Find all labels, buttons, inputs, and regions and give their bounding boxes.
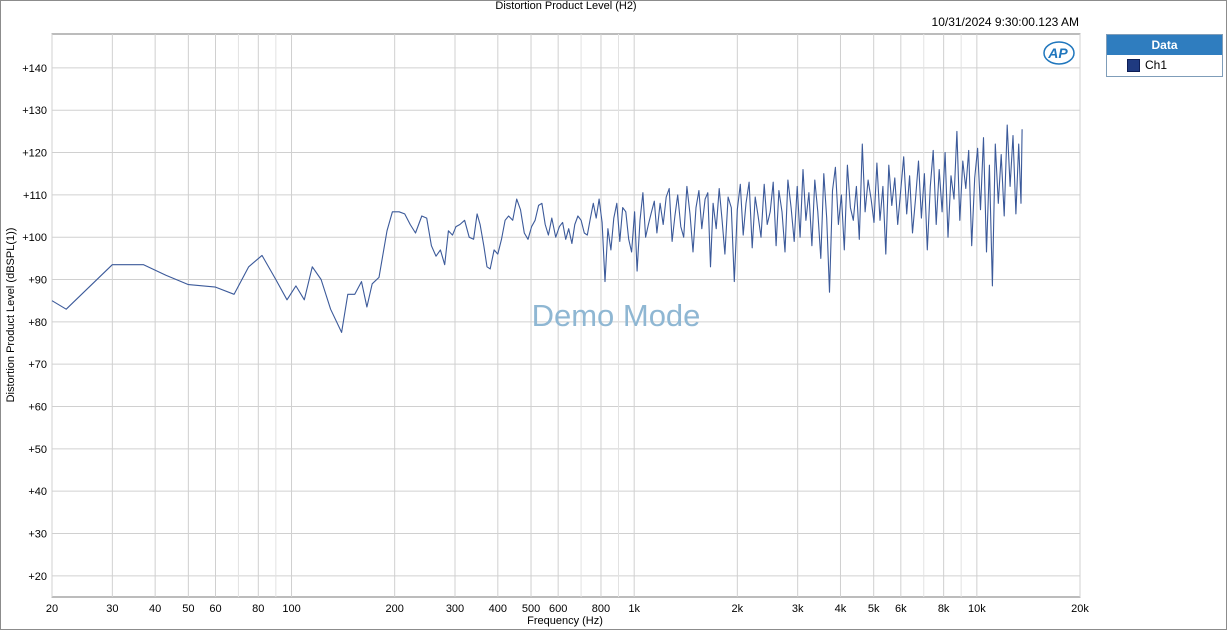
x-tick-label: 30	[106, 603, 118, 615]
x-tick-label: 600	[549, 603, 567, 615]
x-tick-label: 800	[592, 603, 610, 615]
x-tick-label: 300	[446, 603, 464, 615]
chart-title: Distortion Product Level (H2)	[495, 0, 637, 12]
y-tick-label: +30	[28, 529, 47, 541]
x-tick-label: 3k	[792, 603, 804, 615]
legend-swatch	[1127, 58, 1140, 72]
x-tick-label: 400	[489, 603, 507, 615]
x-tick-label: 10k	[968, 603, 986, 615]
x-tick-label: 100	[282, 603, 300, 615]
x-tick-labels: 20 30 40 50 60 80 100 200 300 400 500 600 800 1k 2k 3k 4…	[46, 603, 1089, 615]
series-group	[51, 124, 1023, 333]
y-tick-labels: +20 +30 +40 +50 +60 +70 +80 +90 +100 +110 +120 +130…	[22, 63, 47, 583]
ap-logo-ring	[1043, 41, 1075, 65]
timestamp: 10/31/2024 9:30:00.123 AM	[931, 15, 1079, 29]
x-tick-label: 50	[182, 603, 194, 615]
x-tick-label: 20k	[1071, 603, 1089, 615]
legend-item-ch1[interactable]: Ch1	[1107, 55, 1222, 75]
y-tick-label: +70	[28, 359, 47, 371]
x-tick-label: 500	[522, 603, 540, 615]
ap-logo-text: AP	[1047, 45, 1068, 61]
y-axis-label: Distortion Product Level (dBSPL(1))	[5, 228, 17, 403]
y-tick-label: +130	[22, 105, 47, 117]
y-tick-label: +90	[28, 275, 47, 287]
x-tick-label: 200	[385, 603, 403, 615]
y-tick-label: +140	[22, 63, 47, 75]
series-line-ch1	[51, 124, 1023, 333]
x-tick-label: 60	[209, 603, 221, 615]
y-tick-label: +120	[22, 148, 47, 160]
x-tick-label: 1k	[628, 603, 640, 615]
x-tick-label: 5k	[868, 603, 880, 615]
y-tick-label: +20	[28, 571, 47, 583]
ap-logo: AP	[1043, 41, 1075, 65]
x-tick-label: 4k	[835, 603, 847, 615]
legend-panel: Data Ch1	[1106, 34, 1223, 77]
x-tick-label: 6k	[895, 603, 907, 615]
legend-item-label: Ch1	[1145, 58, 1168, 72]
y-tick-label: +40	[28, 486, 47, 498]
y-tick-label: +110	[23, 190, 47, 202]
y-tick-label: +80	[28, 317, 47, 329]
x-tick-label: 2k	[732, 603, 744, 615]
plot-area	[51, 33, 1081, 598]
x-tick-label: 40	[149, 603, 161, 615]
legend-header: Data	[1107, 35, 1222, 55]
x-tick-label: 8k	[938, 603, 950, 615]
x-tick-label: 80	[252, 603, 264, 615]
y-tick-label: +100	[22, 232, 47, 244]
y-tick-label: +50	[28, 444, 47, 456]
y-tick-label: +60	[28, 402, 47, 414]
x-axis-label: Frequency (Hz)	[527, 615, 603, 627]
watermark-text: Demo Mode	[532, 298, 701, 333]
x-tick-label: 20	[46, 603, 58, 615]
